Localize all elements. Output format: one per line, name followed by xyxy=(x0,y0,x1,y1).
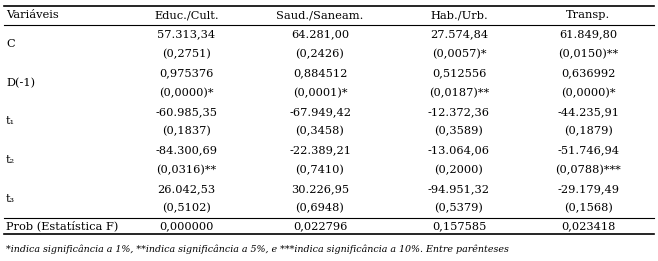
Text: -44.235,91: -44.235,91 xyxy=(557,107,619,117)
Text: (0,0000)*: (0,0000)* xyxy=(159,87,214,98)
Text: -94.951,32: -94.951,32 xyxy=(428,184,490,194)
Text: C: C xyxy=(6,39,14,49)
Text: -29.179,49: -29.179,49 xyxy=(557,184,619,194)
Text: 0,000000: 0,000000 xyxy=(159,221,214,231)
Text: (0,0001)*: (0,0001)* xyxy=(293,87,347,98)
Text: (0,0788)***: (0,0788)*** xyxy=(555,165,621,175)
Text: 0,884512: 0,884512 xyxy=(293,68,347,78)
Text: -67.949,42: -67.949,42 xyxy=(289,107,351,117)
Text: -22.389,21: -22.389,21 xyxy=(289,145,351,156)
Text: Saud./Saneam.: Saud./Saneam. xyxy=(276,10,364,21)
Text: 61.849,80: 61.849,80 xyxy=(559,30,618,40)
Text: (0,0150)**: (0,0150)** xyxy=(559,49,619,59)
Text: -51.746,94: -51.746,94 xyxy=(557,145,619,156)
Text: (0,1879): (0,1879) xyxy=(564,126,613,136)
Text: 30.226,95: 30.226,95 xyxy=(291,184,349,194)
Text: (0,7410): (0,7410) xyxy=(295,165,344,175)
Text: (0,2000): (0,2000) xyxy=(434,165,484,175)
Text: -84.300,69: -84.300,69 xyxy=(155,145,218,156)
Text: (0,5379): (0,5379) xyxy=(434,203,484,213)
Text: Transp.: Transp. xyxy=(567,10,611,21)
Text: t₁: t₁ xyxy=(6,116,15,127)
Text: (0,3589): (0,3589) xyxy=(434,126,484,136)
Text: 0,512556: 0,512556 xyxy=(432,68,486,78)
Text: (0,0000)*: (0,0000)* xyxy=(561,87,616,98)
Text: Educ./Cult.: Educ./Cult. xyxy=(154,10,219,21)
Text: 26.042,53: 26.042,53 xyxy=(157,184,216,194)
Text: (0,6948): (0,6948) xyxy=(295,203,344,213)
Text: 0,636992: 0,636992 xyxy=(561,68,616,78)
Text: (0,1837): (0,1837) xyxy=(162,126,211,136)
Text: t₂: t₂ xyxy=(6,155,15,165)
Text: (0,3458): (0,3458) xyxy=(295,126,344,136)
Text: *indica significância a 1%, **indica significância a 5%, e ***indica significânc: *indica significância a 1%, **indica sig… xyxy=(6,244,509,254)
Text: (0,0187)**: (0,0187)** xyxy=(429,87,489,98)
Text: 64.281,00: 64.281,00 xyxy=(291,30,349,40)
Text: Hab./Urb.: Hab./Urb. xyxy=(430,10,488,21)
Text: D(-1): D(-1) xyxy=(6,78,35,88)
Text: 0,157585: 0,157585 xyxy=(432,221,486,231)
Text: Variáveis: Variáveis xyxy=(6,10,59,21)
Text: -60.985,35: -60.985,35 xyxy=(155,107,218,117)
Text: t₃: t₃ xyxy=(6,194,15,204)
Text: -12.372,36: -12.372,36 xyxy=(428,107,490,117)
Text: (0,5102): (0,5102) xyxy=(162,203,211,213)
Text: (0,0316)**: (0,0316)** xyxy=(157,165,216,175)
Text: (0,2751): (0,2751) xyxy=(162,49,211,59)
Text: Prob (Estatística F): Prob (Estatística F) xyxy=(6,221,118,231)
Text: 0,975376: 0,975376 xyxy=(159,68,214,78)
Text: 0,023418: 0,023418 xyxy=(561,221,616,231)
Text: 57.313,34: 57.313,34 xyxy=(157,30,216,40)
Text: (0,0057)*: (0,0057)* xyxy=(432,49,486,59)
Text: (0,1568): (0,1568) xyxy=(564,203,613,213)
Text: (0,2426): (0,2426) xyxy=(295,49,344,59)
Text: 0,022796: 0,022796 xyxy=(293,221,347,231)
Text: -13.064,06: -13.064,06 xyxy=(428,145,490,156)
Text: 27.574,84: 27.574,84 xyxy=(430,30,488,40)
